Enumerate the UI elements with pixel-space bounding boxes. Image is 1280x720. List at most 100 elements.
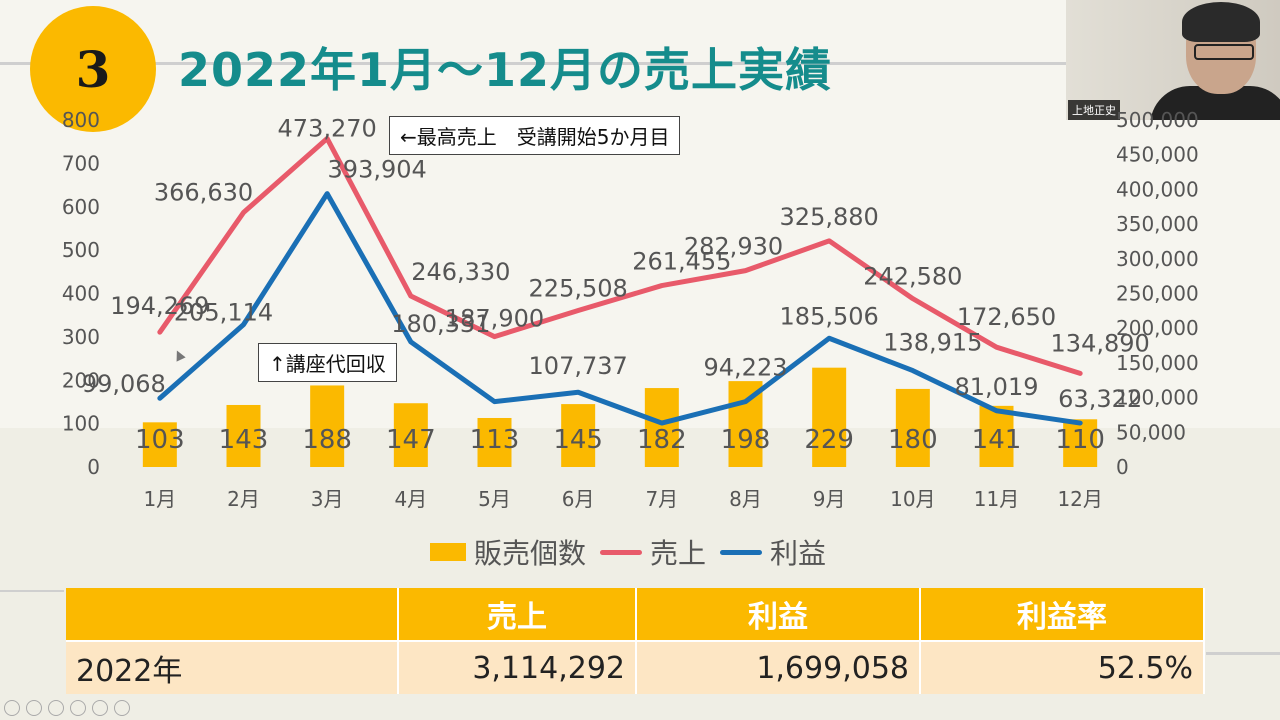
summary-header-row: 売上 利益 利益率 xyxy=(66,588,1205,642)
y-right-tick-label: 0 xyxy=(1116,455,1129,479)
x-tick-label: 7月 xyxy=(645,487,678,511)
presentation-toolbar xyxy=(4,700,130,716)
legend-swatch-bar xyxy=(430,543,466,561)
profit-data-label: 180,331 xyxy=(391,310,490,338)
y-right-tick-label: 350,000 xyxy=(1116,212,1199,236)
profit-data-label: 107,737 xyxy=(529,352,628,380)
sales-data-label: 473,270 xyxy=(278,115,377,143)
legend-item-profit: 利益 xyxy=(720,532,826,572)
y-left-tick-label: 500 xyxy=(62,238,100,262)
bar-units xyxy=(393,403,428,467)
y-right-tick-label: 300,000 xyxy=(1116,247,1199,271)
summary-year: 2022年 xyxy=(66,641,399,694)
sales-data-label: 194,269 xyxy=(110,292,209,320)
x-tick-label: 11月 xyxy=(974,487,1019,511)
legend-swatch-profit xyxy=(720,549,763,555)
more-options-icon[interactable] xyxy=(114,700,130,716)
x-tick-label: 12月 xyxy=(1057,487,1102,511)
next-slide-icon[interactable] xyxy=(26,700,42,716)
bar-units xyxy=(226,404,261,467)
y-right-tick-label: 50,000 xyxy=(1116,420,1186,444)
x-tick-label: 5月 xyxy=(478,487,511,511)
legend-label-sales: 売上 xyxy=(650,537,707,570)
bar-data-label: 143 xyxy=(219,425,269,455)
bar-units xyxy=(979,405,1014,467)
decor-line-left xyxy=(0,590,64,592)
bar-units xyxy=(812,367,847,467)
bar-data-label: 113 xyxy=(470,425,520,455)
bar-units xyxy=(310,385,345,467)
line-sales xyxy=(157,136,1083,376)
prev-slide-icon[interactable] xyxy=(4,700,20,716)
sales-data-label: 187,900 xyxy=(445,305,544,333)
recovery-callout: ↑講座代回収 xyxy=(258,343,397,382)
bar-units xyxy=(1063,419,1098,467)
y-right-tick-label: 100,000 xyxy=(1116,386,1199,410)
summary-profit: 1,699,058 xyxy=(636,641,921,694)
bar-data-label: 180 xyxy=(888,425,938,455)
summary-header-margin: 利益率 xyxy=(920,588,1205,642)
peak-sales-callout: ←最高売上 受講開始5か月目 xyxy=(389,116,681,155)
legend-item-sales: 売上 xyxy=(600,532,706,572)
sales-data-label: 172,650 xyxy=(957,303,1056,331)
x-tick-label: 10月 xyxy=(890,487,935,511)
slides-overview-icon[interactable] xyxy=(70,700,86,716)
line-profit xyxy=(157,191,1083,426)
webcam-participant-name: 上地正史 xyxy=(1068,100,1120,120)
sales-data-label: 134,890 xyxy=(1051,329,1150,357)
x-tick-label: 8月 xyxy=(729,487,762,511)
pen-icon[interactable] xyxy=(48,700,64,716)
summary-sales: 3,114,292 xyxy=(398,641,637,694)
sales-data-label: 261,455 xyxy=(632,248,731,276)
y-right-tick-label: 500,000 xyxy=(1116,108,1199,132)
summary-header-sales: 売上 xyxy=(398,588,637,642)
bar-data-label: 182 xyxy=(637,425,687,455)
y-left-tick-label: 0 xyxy=(87,455,100,479)
x-tick-label: 1月 xyxy=(143,487,176,511)
bar-data-label: 188 xyxy=(302,425,352,455)
sales-data-label: 282,930 xyxy=(684,233,783,261)
x-tick-label: 3月 xyxy=(311,487,344,511)
y-left-tick-label: 700 xyxy=(62,151,100,175)
webcam-person-glasses xyxy=(1194,44,1254,60)
summary-header-blank xyxy=(66,588,399,642)
profit-data-label: 205,114 xyxy=(174,299,273,327)
bar-data-label: 229 xyxy=(804,425,854,455)
sales-data-label: 225,508 xyxy=(529,274,628,302)
decor-line-top xyxy=(0,62,1066,65)
slide-number-badge: 3 xyxy=(30,6,156,132)
summary-margin: 52.5% xyxy=(920,641,1205,694)
sales-data-label: 366,630 xyxy=(154,179,253,207)
sales-data-label: 325,880 xyxy=(780,203,879,231)
annual-summary-table: 売上 利益 利益率 2022年 3,114,292 1,699,058 52.5… xyxy=(66,588,1205,694)
legend-item-units: 販売個数 xyxy=(430,532,586,572)
y-right-tick-label: 200,000 xyxy=(1116,316,1199,340)
x-tick-label: 4月 xyxy=(394,487,427,511)
bar-units xyxy=(477,417,512,467)
table-row: 2022年 3,114,292 1,699,058 52.5% xyxy=(66,641,1205,694)
profit-data-label: 138,915 xyxy=(883,329,982,357)
legend-swatch-sales xyxy=(600,549,643,555)
y-right-tick-label: 150,000 xyxy=(1116,351,1199,375)
zoom-icon[interactable] xyxy=(92,700,108,716)
legend-label-units: 販売個数 xyxy=(474,537,587,570)
summary-header-profit: 利益 xyxy=(636,588,921,642)
y-left-tick-label: 600 xyxy=(62,195,100,219)
sales-data-label: 242,580 xyxy=(863,263,962,291)
legend-label-profit: 利益 xyxy=(770,537,827,570)
bar-data-label: 141 xyxy=(972,425,1022,455)
slide-title: 2022年1月～12月の売上実績 xyxy=(178,43,833,97)
x-tick-label: 9月 xyxy=(813,487,846,511)
chart-legend: 販売個数 売上 利益 xyxy=(430,532,826,572)
profit-data-label: 185,506 xyxy=(780,302,879,330)
profit-data-label: 81,019 xyxy=(955,373,1039,401)
bar-data-label: 145 xyxy=(553,425,603,455)
profit-data-label: 393,904 xyxy=(328,156,427,184)
y-right-tick-label: 450,000 xyxy=(1116,143,1199,167)
profit-data-label: 94,223 xyxy=(704,354,788,382)
y-left-tick-label: 100 xyxy=(62,412,100,436)
y-right-tick-label: 400,000 xyxy=(1116,177,1199,201)
webcam-video-tile[interactable]: 上地正史 xyxy=(1066,0,1280,120)
profit-data-label: 63,322 xyxy=(1058,385,1142,413)
